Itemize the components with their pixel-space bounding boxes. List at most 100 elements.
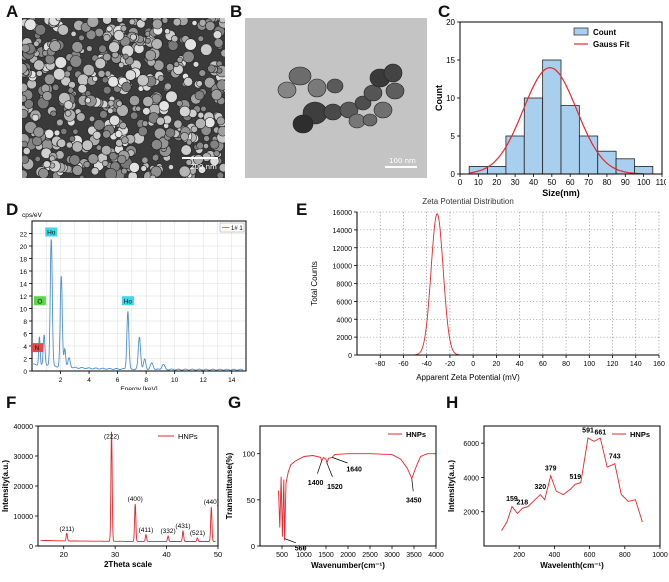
eds-element-label: O [37,298,42,305]
sem-particle [168,164,174,170]
ftir-annotation-label: 1640 [346,466,362,473]
sem-particle [22,43,31,53]
sem-particle [171,35,179,43]
ftir-annotation-label: 560 [295,546,307,553]
tem-particles [277,63,405,134]
raman-line [501,437,643,531]
sem-particle [44,128,55,139]
sem-particle [210,89,223,101]
eds-xtick-label: 2 [59,377,63,384]
raman-xtick-label: 200 [513,552,525,559]
raman-frame [483,425,661,547]
xrd-peak-label: (440) [204,499,219,506]
ftir-xlabel: Wavenumber(cm⁻¹) [311,561,385,570]
sem-particle [141,156,149,164]
hist-xtick-label: 10 [474,178,483,187]
zeta-xtick-label: 140 [630,361,642,368]
sem-particle [71,141,84,153]
sem-particle [161,18,169,24]
sem-particle [121,167,128,175]
sem-particle [78,34,85,41]
hist-xlabel: Size(nm) [542,188,580,198]
sem-particle [180,144,192,156]
zeta-xtick-label: 120 [607,361,619,368]
sem-particle [97,69,106,78]
sem-particle [196,141,204,150]
sem-particle [117,154,127,164]
zeta-xtick-label: -20 [445,361,455,368]
zeta-ytick-label: 2000 [336,335,352,342]
ftir-frame [259,425,437,547]
ftir-annotation-label: 3450 [406,498,422,505]
sem-particle [180,132,189,141]
sem-particle [176,100,183,107]
hist-ytick-label: 5 [451,132,456,141]
sem-particle [173,61,180,68]
xrd-line [40,431,216,542]
hist-xtick-label: 80 [602,178,611,187]
panel-label-h: H [446,393,459,412]
ftir-legend-label: HNPs [406,430,426,439]
sem-particle [22,94,27,103]
sem-particle [87,153,99,165]
xrd-xtick-label: 30 [111,550,119,559]
zeta-ytick-label: 16000 [333,210,353,217]
hist-xtick-label: 90 [621,178,630,187]
sem-particle [72,164,83,176]
eds-ytick-label: 6 [23,332,27,339]
sem-particle [107,107,114,114]
sem-particle [52,83,60,91]
sem-particle [173,119,183,129]
raman-peak-label: 743 [609,453,621,460]
sem-particle [66,65,73,72]
sem-particle [93,119,105,131]
tem-particle [339,101,359,119]
raman-ylabel: Intensity(a.u.) [447,460,456,512]
zeta-xtick-label: 160 [653,361,665,368]
sem-particle [121,81,132,92]
hist-xtick-label: 50 [547,178,556,187]
ftir-chart: 500 1000 1500 2000 2500 3000 3500 4000 0 50 100 140… [225,425,444,570]
sem-particle [60,127,68,135]
eds-element-label: Ho [47,230,56,237]
sem-particle [88,115,96,122]
sem-particle [136,74,149,87]
tem-particle [307,78,327,98]
zeta-xtick-label: -80 [375,361,385,368]
sem-particle [129,95,141,107]
raman-xtick-label: 800 [619,552,631,559]
sem-particle [68,135,76,142]
sem-particle [94,27,104,38]
histogram-bar [487,165,507,175]
eds-element-badge [33,296,46,306]
sem-particle [220,49,225,58]
zeta-xtick-label: -40 [422,361,432,368]
zeta-xtick-label: 100 [583,361,595,368]
eds-xlabel: Energy [keV] [120,386,157,390]
zeta-xtick-label: 80 [562,361,570,368]
sem-particle [70,30,77,37]
tem-particle [292,114,314,134]
sem-particle [102,33,111,42]
sem-particle [195,118,207,130]
sem-particle [56,118,64,127]
ftir-xtick-label: 2500 [362,552,378,559]
sem-particle [204,76,216,89]
panel-label-b: B [230,2,243,21]
raman-peak-label: 320 [534,484,546,491]
sem-particle [104,168,117,178]
hist-ytick-label: 10 [446,94,455,103]
sem-particle [101,76,109,84]
eds-ytick-label: 18 [20,257,28,264]
eds-ytick-label: 12 [20,294,28,301]
sem-particle [106,25,113,32]
sem-particle [176,56,183,64]
sem-particle [57,24,69,36]
tem-particle [362,113,378,127]
sem-particle [90,167,100,176]
sem-particle [217,126,225,137]
sem-particle [56,138,67,148]
sem-particle [50,110,57,117]
ftir-xtick-label: 1000 [296,552,312,559]
sem-particle [76,112,86,122]
